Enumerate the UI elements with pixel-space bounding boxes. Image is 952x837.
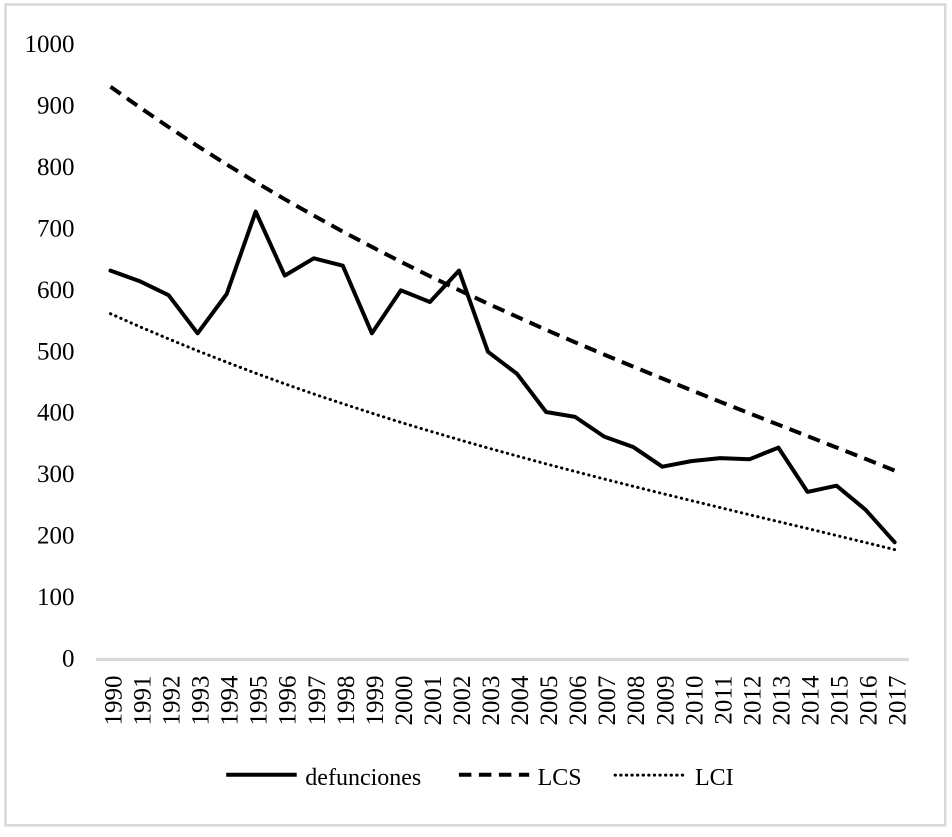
svg-text:1999: 1999 xyxy=(362,676,389,726)
svg-text:1997: 1997 xyxy=(304,676,331,726)
svg-text:1998: 1998 xyxy=(333,676,360,726)
svg-text:1994: 1994 xyxy=(217,675,244,726)
svg-text:1992: 1992 xyxy=(159,676,186,726)
svg-text:1000: 1000 xyxy=(25,31,75,58)
svg-text:500: 500 xyxy=(37,338,75,365)
svg-text:2010: 2010 xyxy=(681,676,708,726)
svg-text:2005: 2005 xyxy=(536,676,563,726)
svg-text:2015: 2015 xyxy=(827,676,854,726)
svg-text:400: 400 xyxy=(37,400,75,427)
svg-text:2008: 2008 xyxy=(623,676,650,726)
svg-text:900: 900 xyxy=(37,93,75,120)
svg-text:defunciones: defunciones xyxy=(305,765,421,791)
svg-text:2006: 2006 xyxy=(565,676,592,726)
svg-text:0: 0 xyxy=(62,646,75,673)
svg-text:2001: 2001 xyxy=(420,676,447,726)
svg-text:2017: 2017 xyxy=(885,676,912,726)
svg-text:2009: 2009 xyxy=(652,676,679,726)
svg-text:2003: 2003 xyxy=(478,676,505,726)
svg-text:2014: 2014 xyxy=(798,675,825,726)
svg-text:600: 600 xyxy=(37,277,75,304)
svg-text:1991: 1991 xyxy=(130,676,157,726)
svg-text:1996: 1996 xyxy=(275,676,302,726)
svg-text:2004: 2004 xyxy=(507,675,534,726)
svg-text:1993: 1993 xyxy=(188,676,215,726)
svg-text:100: 100 xyxy=(37,584,75,611)
svg-text:LCI: LCI xyxy=(695,765,734,791)
svg-text:LCS: LCS xyxy=(538,765,582,791)
svg-text:2007: 2007 xyxy=(594,676,621,726)
svg-text:2002: 2002 xyxy=(449,676,476,726)
svg-text:2013: 2013 xyxy=(768,676,795,726)
svg-text:700: 700 xyxy=(37,215,75,242)
svg-text:2016: 2016 xyxy=(856,676,883,726)
svg-text:2011: 2011 xyxy=(710,676,737,725)
svg-text:800: 800 xyxy=(37,154,75,181)
svg-text:1995: 1995 xyxy=(246,676,273,726)
svg-text:2012: 2012 xyxy=(739,676,766,726)
svg-text:2000: 2000 xyxy=(391,676,418,726)
svg-text:300: 300 xyxy=(37,461,75,488)
svg-text:200: 200 xyxy=(37,523,75,550)
svg-text:1990: 1990 xyxy=(101,676,128,726)
